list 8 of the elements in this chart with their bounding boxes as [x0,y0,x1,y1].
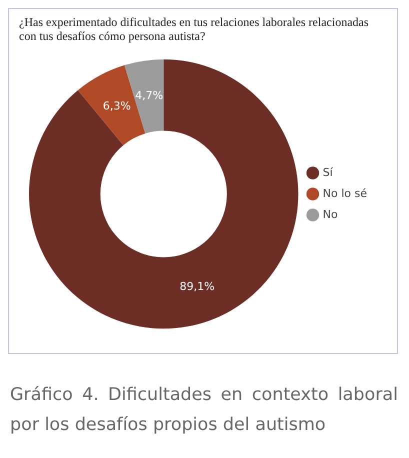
legend-label: Sí [322,166,334,179]
data-label: 89,1% [180,280,215,293]
data-label: 4,7% [135,88,164,102]
legend-label: No [322,208,338,221]
legend-label: No lo sé [322,186,368,200]
chart-title: ¿Has experimentado dificultades en tus relaciones laborales relacionadas con tus desafíos cómo persona autista? [19,15,370,43]
data-label: 6,3% [102,100,131,113]
text: Gráfico 4. Dificultades en contexto laboral por los desafíos propios del autismo [10,384,398,437]
